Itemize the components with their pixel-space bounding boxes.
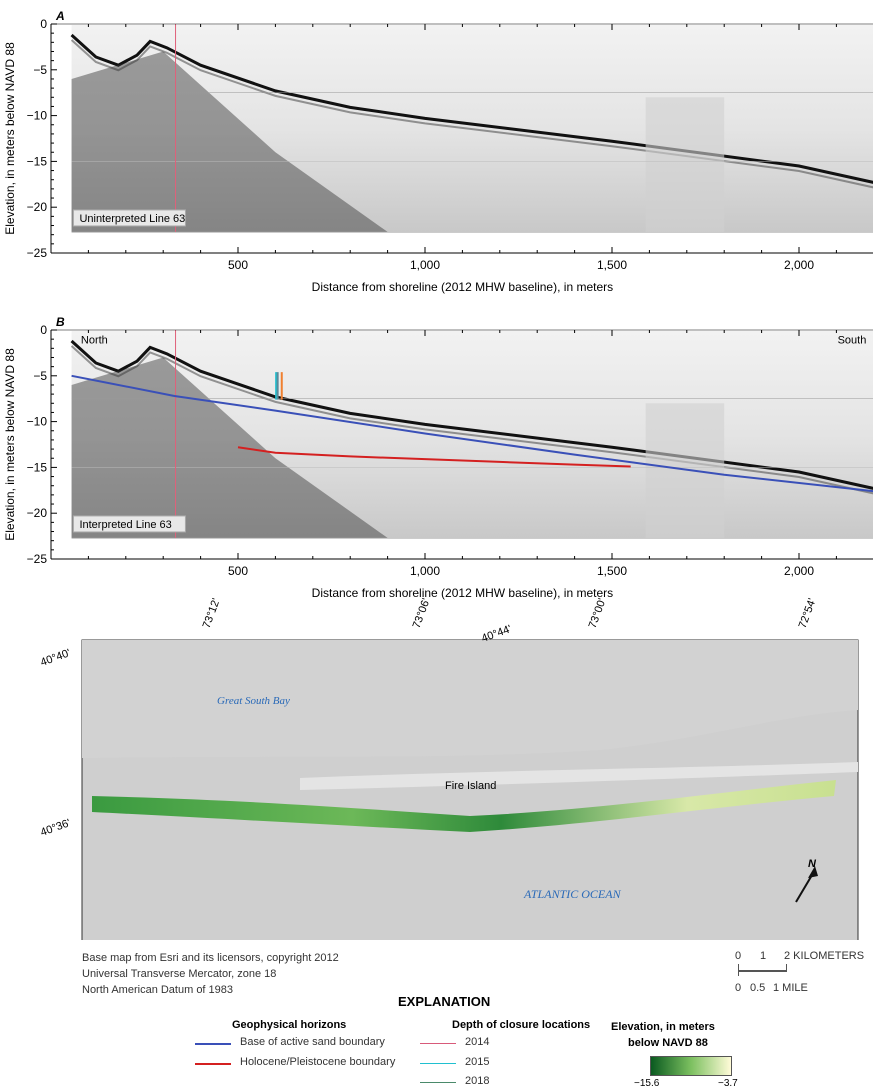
x-tick-label: 1,500: [597, 258, 627, 272]
fire-island-label: Fire Island: [445, 780, 497, 792]
seafloor-reflector: [70, 33, 873, 184]
y-tick-label: −15: [27, 154, 48, 168]
legend-swatch-blue: [195, 1043, 231, 1045]
subbottom-reflector: [70, 39, 873, 189]
x-tick-label: 1,000: [410, 258, 440, 272]
x-axis-label: Distance from shoreline (2012 MHW baseli…: [312, 586, 613, 600]
bay-area: [82, 640, 858, 758]
horizons-title: Geophysical horizons: [232, 1019, 347, 1031]
inset-label: Interpreted Line 63: [79, 519, 171, 531]
y-axis-label: Elevation, in meters below NAVD 88: [3, 42, 17, 235]
legend-label: 2014: [465, 1036, 490, 1048]
y-tick-label: −25: [27, 246, 48, 260]
elevation-title: below NAVD 88: [628, 1037, 708, 1049]
noise-band: [645, 97, 725, 232]
scale-label: 0: [735, 982, 742, 994]
inset-label-box: [72, 209, 186, 227]
y-tick-label: −10: [27, 415, 48, 429]
y-tick-label: 0: [40, 323, 47, 337]
y-tick-label: −25: [27, 552, 48, 566]
x-tick-label: 1,500: [597, 564, 627, 578]
scale-label: 2 KILOMETERS: [784, 950, 865, 962]
north-label: North: [81, 335, 108, 347]
credit-line: Universal Transverse Mercator, zone 18: [82, 968, 277, 980]
y-tick-label: −5: [33, 369, 47, 383]
x-tick-label: 500: [228, 258, 248, 272]
legend-label: 2018: [465, 1075, 490, 1087]
subbottom-reflector: [70, 345, 873, 495]
y-tick-label: −10: [27, 109, 48, 123]
elevation-survey-band: [92, 780, 836, 832]
fire-island-shape: [300, 762, 858, 790]
panel-label: A: [55, 9, 65, 23]
x-tick-label: 500: [228, 564, 248, 578]
y-tick-label: 0: [40, 17, 47, 31]
explanation-title: EXPLANATION: [398, 994, 491, 1009]
x-axis-label: Distance from shoreline (2012 MHW baseli…: [312, 280, 613, 294]
scale-label: 1: [760, 950, 767, 962]
x-tick-label: 1,000: [410, 564, 440, 578]
x-tick-label: 2,000: [784, 564, 814, 578]
closure-title: Depth of closure locations: [452, 1019, 591, 1031]
elevation-color-bar: [650, 1056, 732, 1076]
panel-b: B0 −5 −10 −15 −20 −25 500 1,000 1,500 2,000 Distan…: [3, 315, 873, 600]
map-credits: Base map from Esri and its licensors, co…: [82, 950, 339, 998]
x-tick-label: 2,000: [784, 258, 814, 272]
scale-label: 0: [735, 950, 742, 962]
y-tick-label: −20: [27, 506, 48, 520]
multiple-reflection: [71, 51, 388, 232]
scale-label: 1 MILE: [773, 982, 808, 994]
inset-label: Uninterpreted Line 63: [79, 213, 185, 225]
y-tick-label: −20: [27, 200, 48, 214]
map: [81, 639, 859, 940]
inset-label-box: [72, 515, 186, 533]
south-label: South: [838, 335, 867, 347]
scale-label: 0.5: [750, 982, 766, 994]
elevation-max: −3.7: [718, 1078, 738, 1089]
elevation-min: −15.6: [634, 1078, 660, 1089]
credit-line: Base map from Esri and its licensors, co…: [82, 952, 339, 964]
credit-line: North American Datum of 1983: [82, 984, 234, 996]
multiple-reflection: [71, 357, 388, 538]
legend-swatch-2014: [420, 1043, 456, 1044]
horizon-line: [71, 374, 873, 493]
horizon-line: [237, 446, 631, 468]
y-tick-label: −5: [33, 63, 47, 77]
great-south-bay-label: Great South Bay: [217, 695, 290, 707]
panel-a: A0 −5 −10 −15 −20 −25 500 1,000 1,500 2,000 Distan…: [3, 9, 873, 294]
y-tick-label: −15: [27, 460, 48, 474]
noise-band: [645, 403, 725, 538]
panel-label: B: [56, 315, 65, 329]
atlantic-ocean-label: ATLANTIC OCEAN: [524, 887, 621, 901]
legend-swatch-red: [195, 1063, 231, 1065]
legend-swatch-2015: [420, 1063, 456, 1064]
legend-label: Holocene/Pleistocene boundary: [240, 1056, 396, 1068]
y-axis-label: Elevation, in meters below NAVD 88: [3, 348, 17, 541]
elevation-title: Elevation, in meters: [611, 1021, 715, 1033]
legend-label: 2015: [465, 1056, 490, 1068]
legend-label: Base of active sand boundary: [240, 1036, 385, 1048]
north-label: N: [808, 858, 816, 870]
legend-swatch-2018: [420, 1082, 456, 1083]
seafloor-reflector: [70, 339, 873, 490]
